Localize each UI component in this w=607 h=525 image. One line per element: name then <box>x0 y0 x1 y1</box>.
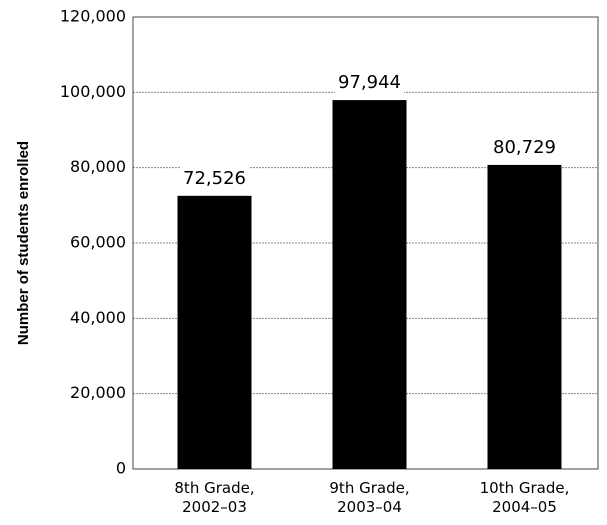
bar <box>332 100 407 469</box>
y-tick-labels: 0 20,000 40,000 60,000 80,000 100,000 120,000 <box>60 7 126 478</box>
y-tick-label: 0 <box>116 459 126 478</box>
x-category-labels: 8th Grade,2002–03 9th Grade,2003–04 10th G… <box>174 479 569 516</box>
x-category-label: 2004–05 <box>492 498 557 516</box>
x-category-label: 10th Grade, <box>480 479 570 497</box>
y-tick-label: 60,000 <box>70 233 126 252</box>
value-label-background <box>490 135 559 159</box>
y-tick-label: 20,000 <box>70 383 126 402</box>
y-tick-label: 40,000 <box>70 308 126 327</box>
value-labels: 72,526 97,944 80,729 <box>180 71 559 190</box>
value-label-background <box>180 166 249 190</box>
bar <box>177 195 252 470</box>
y-axis-label: Number of students enrolled <box>15 141 32 345</box>
x-category-label: 2002–03 <box>182 498 247 516</box>
bar-value-label: 72,526 <box>183 168 246 189</box>
bar <box>487 164 562 469</box>
bar-value-label: 97,944 <box>338 72 401 93</box>
value-label-background <box>335 71 404 95</box>
x-category-label: 9th Grade, <box>329 479 409 497</box>
bar-value-label: 80,729 <box>493 137 556 158</box>
y-tick-label: 80,000 <box>70 157 126 176</box>
y-tick-label: 120,000 <box>60 7 126 26</box>
y-tick-label: 100,000 <box>60 82 126 101</box>
x-category-label: 8th Grade, <box>174 479 254 497</box>
bars <box>177 100 562 470</box>
x-category-label: 2003–04 <box>337 498 402 516</box>
